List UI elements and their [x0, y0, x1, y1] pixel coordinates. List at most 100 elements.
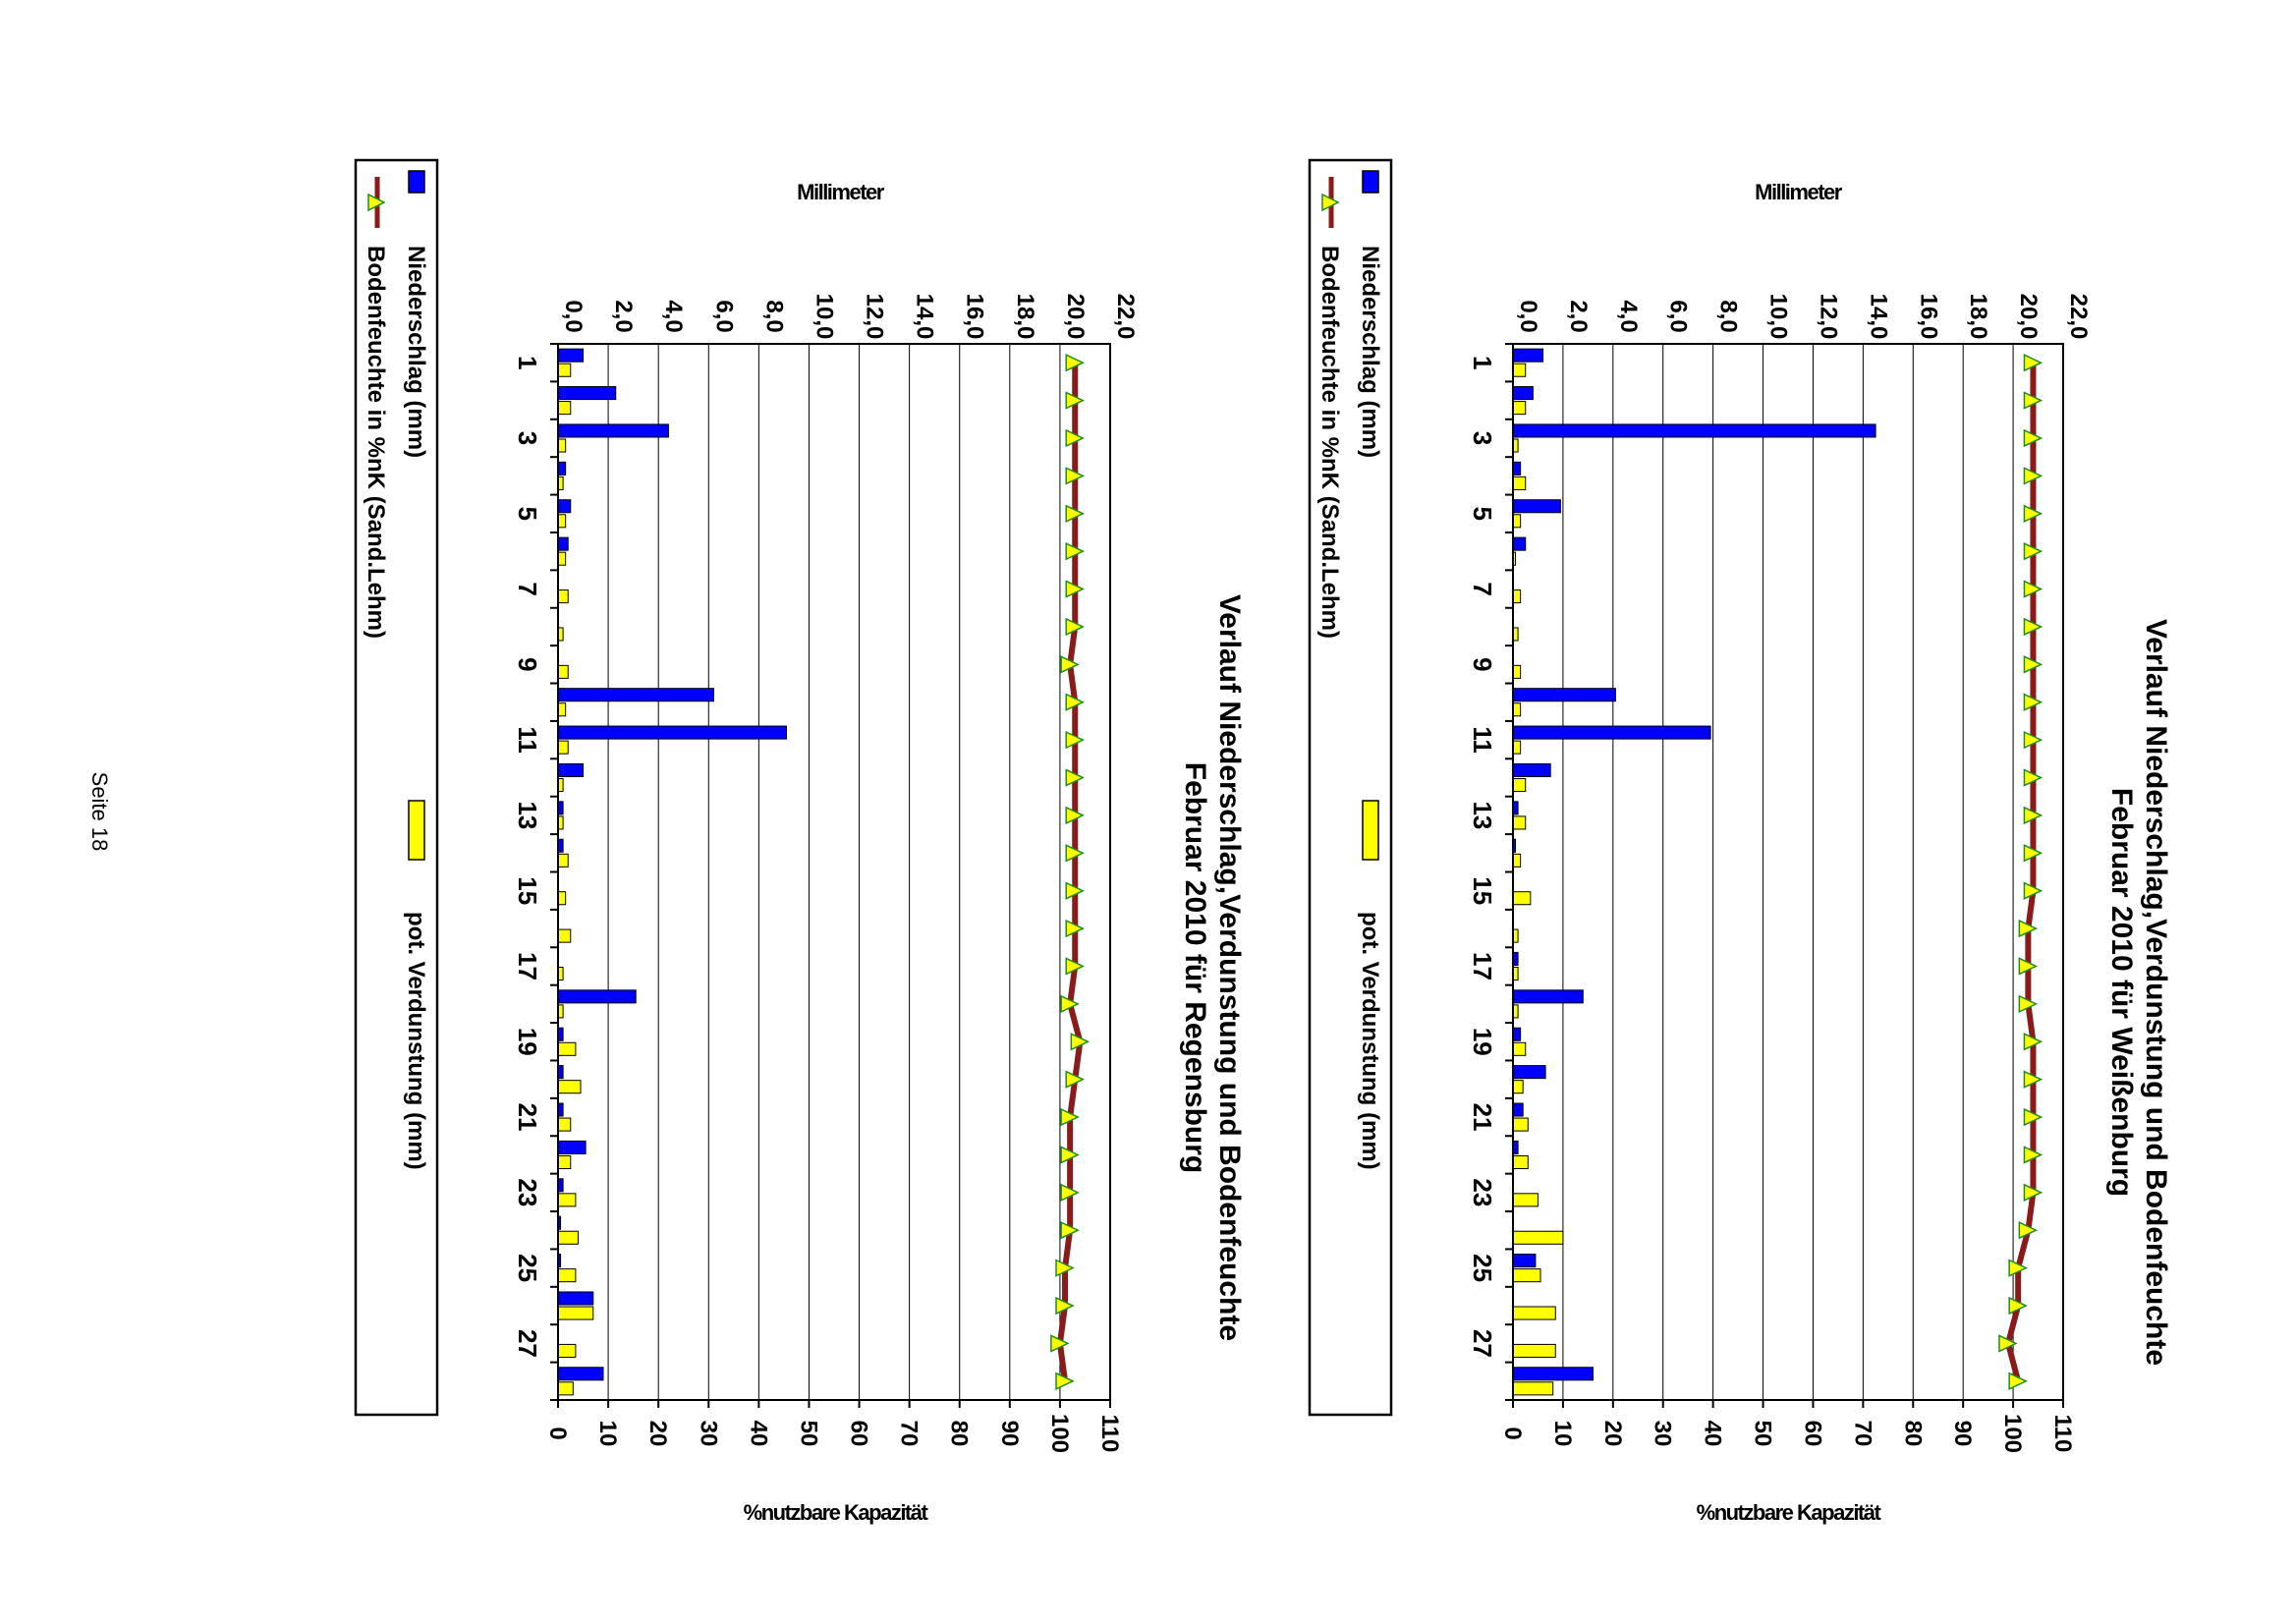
- x-tick-label: 25: [513, 1254, 542, 1282]
- bar-verdunstung: [1512, 1080, 1524, 1094]
- y-tick-label: 4,0: [660, 300, 687, 332]
- bar-verdunstung: [1512, 589, 1522, 604]
- bar-niederschlag: [1512, 762, 1551, 778]
- bar-verdunstung: [1512, 401, 1527, 416]
- bar-verdunstung: [1512, 815, 1527, 830]
- bodenfeuchte-line: [1056, 363, 1084, 1382]
- bar-niederschlag: [557, 1291, 594, 1306]
- x-tick-label: 5: [513, 507, 542, 521]
- y2-tick-label: 10: [594, 1421, 621, 1447]
- bar-niederschlag: [557, 688, 714, 702]
- y2-tick-label: 30: [1650, 1421, 1676, 1447]
- legend-label-bodenfeuchte: Bodenfeuchte in %nK (Sand.Lehm): [1316, 246, 1343, 639]
- chart-title-line2: Februar 2010 für Weißenburg: [2105, 788, 2138, 1197]
- bodenfeuchte-marker: [2008, 1296, 2028, 1316]
- bar-niederschlag: [1512, 1065, 1546, 1080]
- y-tick-label: 6,0: [710, 300, 737, 332]
- x-tick-label: 17: [513, 952, 542, 980]
- grid-lines: [1512, 344, 2064, 1400]
- bodenfeuchte-marker: [1065, 391, 1085, 410]
- bodenfeuchte-marker: [1070, 1033, 1091, 1051]
- x-tick-label: 7: [1468, 582, 1497, 595]
- bodenfeuchte-marker: [2008, 1372, 2028, 1390]
- legend-label-bodenfeuchte: Bodenfeuchte in %nK (Sand.Lehm): [363, 246, 389, 639]
- y-tick-label: 12,0: [1815, 294, 1841, 340]
- bar-niederschlag: [557, 762, 585, 778]
- bars-niederschlag: [557, 348, 787, 1381]
- y-axis-right-ticks: 0 10 20 30 40 50 60 70 80 90 100 110: [544, 1400, 1123, 1453]
- bar-verdunstung: [1512, 1193, 1539, 1207]
- bar-verdunstung: [557, 1154, 572, 1169]
- y2-tick-label: 110: [1096, 1415, 1123, 1453]
- y-axis-right-label: %nutzbare Kapazität: [1697, 1500, 1882, 1525]
- bar-verdunstung: [557, 1268, 577, 1283]
- bar-niederschlag: [557, 499, 572, 514]
- bodenfeuchte-marker: [1055, 1296, 1075, 1316]
- legend-frame: [354, 158, 439, 1417]
- y-tick-label: 4,0: [1615, 300, 1642, 332]
- bar-verdunstung: [1512, 891, 1532, 906]
- legend-swatch-niederschlag: [1362, 170, 1379, 194]
- bodenfeuchte-line: [2004, 363, 2037, 1382]
- bar-verdunstung: [1512, 1154, 1529, 1169]
- bodenfeuchte-marker: [2023, 580, 2043, 598]
- bar-verdunstung: [557, 1306, 594, 1320]
- chart-title-line2: Februar 2010 für Regensburg: [1179, 762, 1211, 1173]
- y-tick-label: 10,0: [811, 294, 837, 340]
- y2-tick-label: 0: [1499, 1427, 1526, 1439]
- y-tick-label: 8,0: [760, 300, 787, 332]
- bodenfeuchte-marker: [2023, 1183, 2043, 1203]
- x-tick-label: 15: [1468, 876, 1497, 905]
- bodenfeuchte-marker: [1050, 1334, 1070, 1353]
- bodenfeuchte-marker: [1065, 881, 1085, 900]
- y-tick-label: 22,0: [2065, 294, 2092, 340]
- bodenfeuchte-marker: [2023, 655, 2043, 674]
- bodenfeuchte-marker: [2023, 881, 2043, 900]
- bar-verdunstung: [1512, 778, 1527, 793]
- bodenfeuchte-marker: [2023, 730, 2043, 750]
- y2-tick-label: 0: [544, 1427, 571, 1439]
- x-tick-label: 1: [1468, 356, 1497, 369]
- legend-label-niederschlag: Niederschlag (mm): [403, 246, 429, 458]
- bodenfeuchte-marker: [1065, 580, 1085, 598]
- x-tick-label: 9: [1468, 657, 1497, 671]
- legend-label-verdunstung: pot. Verdunstung (mm): [403, 912, 429, 1170]
- bar-verdunstung: [1512, 740, 1522, 755]
- x-tick-label: 3: [513, 431, 542, 445]
- bodenfeuchte-marker: [2023, 428, 2043, 448]
- x-tick-label: 13: [513, 801, 542, 829]
- bodenfeuchte-marker: [1065, 730, 1085, 750]
- y-tick-label: 2,0: [1565, 300, 1592, 332]
- y2-tick-label: 40: [745, 1421, 771, 1447]
- legend-marker-bodenfeuchte: [367, 193, 386, 212]
- bodenfeuchte-marker: [1060, 1107, 1080, 1127]
- bar-verdunstung: [1512, 1041, 1527, 1056]
- bar-verdunstung: [1512, 664, 1522, 679]
- bodenfeuchte-marker: [1065, 1070, 1085, 1089]
- bodenfeuchte-marker: [1065, 504, 1085, 523]
- y-tick-label: 16,0: [962, 294, 988, 340]
- bodenfeuchte-marker: [1065, 467, 1085, 485]
- y2-tick-label: 90: [996, 1421, 1023, 1447]
- bar-niederschlag: [1512, 725, 1711, 740]
- x-tick-label: 3: [1468, 431, 1497, 445]
- plot-frame: [557, 343, 1111, 1401]
- bodenfeuchte-marker: [1065, 693, 1085, 711]
- bodenfeuchte-marker: [1065, 541, 1085, 561]
- y2-tick-label: 20: [1599, 1421, 1626, 1447]
- bar-niederschlag: [1512, 423, 1876, 438]
- bar-verdunstung: [557, 1080, 582, 1094]
- bodenfeuchte-marker: [1065, 768, 1085, 787]
- line-bodenfeuchte: [1998, 354, 2043, 1390]
- bar-niederschlag: [1512, 989, 1584, 1004]
- y-tick-label: 22,0: [1112, 294, 1139, 340]
- x-tick-label: 17: [1468, 952, 1497, 980]
- bodenfeuchte-marker: [2023, 768, 2043, 787]
- bar-niederschlag: [1512, 1254, 1537, 1268]
- x-tick-label: 15: [513, 876, 542, 905]
- bars-verdunstung: [557, 363, 594, 1396]
- x-tick-label: 19: [1468, 1028, 1497, 1056]
- bodenfeuchte-marker: [1065, 919, 1085, 938]
- bar-niederschlag: [1512, 688, 1616, 702]
- y-tick-label: 12,0: [862, 294, 888, 340]
